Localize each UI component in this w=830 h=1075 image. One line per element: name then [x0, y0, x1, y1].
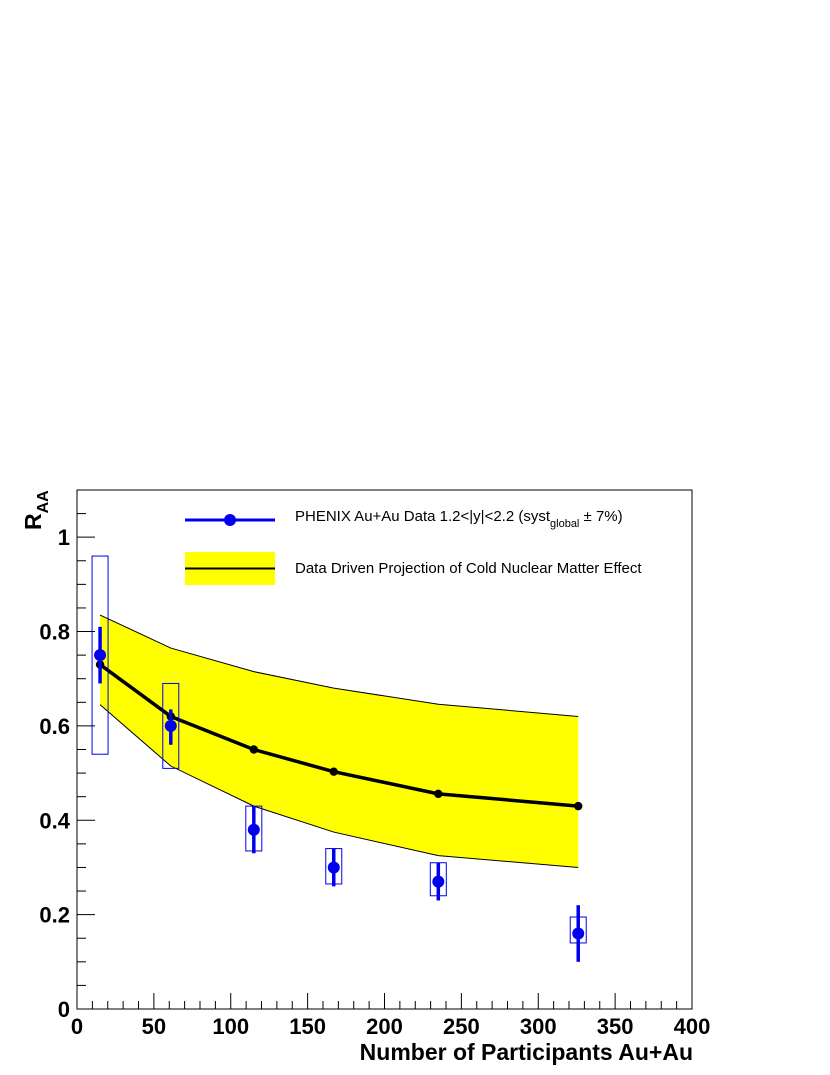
x-tick-label-400: 400	[674, 1014, 711, 1039]
x-tick-label-250: 250	[443, 1014, 480, 1039]
projection-line-layer	[95, 660, 583, 811]
legend-data-marker	[224, 514, 236, 526]
projection-point-3	[329, 767, 338, 776]
y-tick-label-0: 0	[58, 997, 70, 1022]
projection-band-lower-edge	[99, 704, 579, 868]
projection-point-5	[574, 801, 583, 811]
x-axis-title: Number of Participants Au+Au	[360, 1039, 693, 1065]
projection-point-4	[434, 789, 443, 799]
y-tick-label-0.2: 0.2	[39, 903, 70, 928]
legend-data-label: PHENIX Au+Au Data 1.2<|y|<2.2 (systgloba…	[295, 508, 623, 530]
data-point-4	[432, 875, 445, 888]
x-tick-label-50: 50	[142, 1014, 166, 1039]
data-point-3	[327, 861, 340, 874]
x-tick-label-300: 300	[520, 1014, 557, 1039]
y-tick-label-0.8: 0.8	[39, 620, 70, 645]
x-tick-label-350: 350	[597, 1014, 634, 1039]
y-axis-title: RAA	[20, 490, 52, 530]
data-sys-box-0	[91, 555, 109, 755]
y-tick-label-0.6: 0.6	[39, 714, 70, 739]
projection-band	[100, 615, 579, 868]
legend: PHENIX Au+Au Data 1.2<|y|<2.2 (systgloba…	[185, 508, 642, 585]
y-tick-label-0.4: 0.4	[39, 808, 70, 833]
projection-band-upper-edge	[99, 614, 579, 717]
x-tick-label-200: 200	[366, 1014, 403, 1039]
data-points-layer	[91, 555, 587, 962]
x-tick-label-0: 0	[71, 1014, 83, 1039]
data-point-1	[164, 719, 177, 732]
legend-projection-label: Data Driven Projection of Cold Nuclear M…	[295, 560, 642, 577]
data-point-0	[94, 649, 107, 662]
data-point-5	[572, 927, 585, 940]
x-tick-label-100: 100	[212, 1014, 249, 1039]
axes-layer: 0 50 100 150 200 250 300 350 400 0 0.2 0.4 0.6 0.8 1	[39, 489, 711, 1039]
projection-line	[99, 663, 579, 808]
projection-point-2	[249, 745, 259, 754]
data-point-2	[247, 823, 260, 836]
data-sys-box-1	[162, 682, 180, 769]
projection-band-layer	[99, 614, 579, 868]
y-tick-label-1: 1	[58, 525, 70, 550]
x-tick-label-150: 150	[289, 1014, 326, 1039]
svg-text:RAA: RAA	[20, 490, 52, 530]
